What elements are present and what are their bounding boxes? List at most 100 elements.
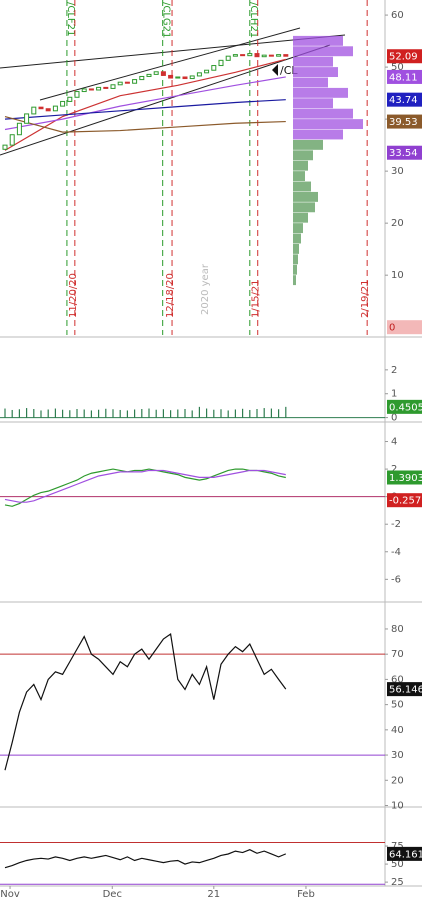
- candle-body: [247, 53, 253, 57]
- volume-bar: [62, 409, 64, 418]
- y-tick-label: 40: [391, 725, 404, 736]
- x-tick-label: Dec: [103, 889, 122, 899]
- profile-bar: [293, 139, 323, 150]
- profile-bar: [293, 129, 343, 140]
- price-label: 0.4505: [389, 402, 422, 413]
- y-tick-label: 10: [391, 270, 404, 281]
- price-box: [387, 682, 422, 697]
- volume-bar: [285, 406, 287, 418]
- price-label: -0.257: [389, 496, 421, 507]
- trend-line: [0, 44, 331, 156]
- y-tick-label: -2: [391, 519, 401, 530]
- candle-body: [153, 71, 159, 75]
- date-label: 2/19/21: [360, 279, 371, 318]
- candle-body: [232, 54, 238, 57]
- series-line: [4, 469, 286, 503]
- candle-body: [81, 88, 87, 93]
- candle-body: [132, 79, 138, 84]
- candle-body: [117, 81, 123, 86]
- profile-bar: [293, 98, 333, 109]
- candle-body: [124, 81, 130, 84]
- profile-bar: [293, 181, 311, 192]
- candle-body: [218, 59, 224, 67]
- contract-label: /CLH21: [248, 2, 259, 38]
- y-tick-label: 50: [391, 859, 404, 870]
- profile-bar: [293, 191, 318, 202]
- moving-average: [4, 99, 286, 120]
- price-label: 64.161: [389, 849, 422, 860]
- date-label: 11/20/20: [68, 273, 79, 318]
- profile-bar: [293, 212, 308, 223]
- profile-bar: [293, 202, 315, 213]
- candle-body: [196, 72, 202, 77]
- price-label: 33.54: [389, 148, 418, 159]
- arrow: [272, 64, 278, 76]
- volume-bar: [191, 410, 193, 418]
- volume-bar: [270, 408, 272, 418]
- candle-body: [16, 122, 22, 136]
- series-line: [4, 468, 286, 507]
- y-tick-label: 30: [391, 750, 404, 761]
- price-label: 39.53: [389, 117, 418, 128]
- y-tick-label: -6: [391, 574, 401, 585]
- profile-bar: [293, 77, 328, 88]
- volume-bar: [90, 410, 92, 418]
- volume-bar: [134, 409, 136, 418]
- y-tick-label: 70: [391, 649, 404, 660]
- volume-bar: [242, 408, 244, 418]
- profile-bar: [293, 119, 363, 130]
- price-box: [387, 470, 422, 485]
- profile-bar: [293, 223, 303, 234]
- y-tick-label: 25: [391, 877, 404, 888]
- price-label: 56.146: [389, 685, 422, 696]
- volume-bar: [234, 409, 236, 418]
- price-box: [387, 114, 422, 129]
- date-label: 1/15/21: [251, 279, 262, 318]
- y-tick-label: 0: [391, 413, 397, 424]
- volume-bar: [177, 409, 179, 418]
- profile-bar: [293, 254, 298, 265]
- candle-body: [276, 54, 282, 57]
- profile-bar: [293, 56, 333, 67]
- x-tick-label: Feb: [297, 889, 315, 899]
- profile-bar: [293, 87, 348, 98]
- candle-body: [139, 75, 145, 81]
- candle-body: [24, 113, 30, 124]
- volume-bar: [76, 409, 78, 418]
- y-tick-label: 4: [391, 437, 397, 448]
- volume-bar: [54, 408, 56, 418]
- date-label: 12/18/20: [165, 273, 176, 318]
- volume-bar: [227, 410, 229, 418]
- moving-average: [4, 115, 286, 133]
- moving-average: [4, 76, 286, 131]
- price-box: [387, 69, 422, 84]
- candle-body: [168, 74, 174, 79]
- price-box: [387, 92, 422, 107]
- profile-bar: [293, 46, 353, 57]
- price-box: [387, 49, 422, 64]
- price-label: 43.74: [389, 95, 418, 106]
- volume-bar: [148, 408, 150, 418]
- volume-bar: [47, 409, 49, 418]
- candle-body: [146, 73, 152, 77]
- volume-bar: [249, 409, 251, 418]
- x-tick-label: Nov: [0, 889, 20, 899]
- profile-bar: [293, 160, 308, 171]
- candle-body: [88, 88, 94, 91]
- x-tick-label: 21: [207, 889, 220, 899]
- volume-bar: [26, 408, 28, 418]
- year-label: 2020 year: [200, 263, 211, 315]
- profile-bar: [293, 275, 296, 286]
- candle-body: [9, 134, 15, 146]
- y-tick-label: 20: [391, 775, 404, 786]
- volume-bar: [162, 409, 164, 418]
- volume-bar: [263, 408, 265, 418]
- y-tick-label: -4: [391, 547, 401, 558]
- candle-body: [160, 71, 166, 76]
- y-tick-label: 30: [391, 166, 404, 177]
- candle-body: [38, 106, 44, 110]
- volume-bar: [170, 410, 172, 418]
- price-box: [387, 399, 422, 414]
- candle-body: [268, 54, 274, 57]
- profile-bar: [293, 150, 313, 161]
